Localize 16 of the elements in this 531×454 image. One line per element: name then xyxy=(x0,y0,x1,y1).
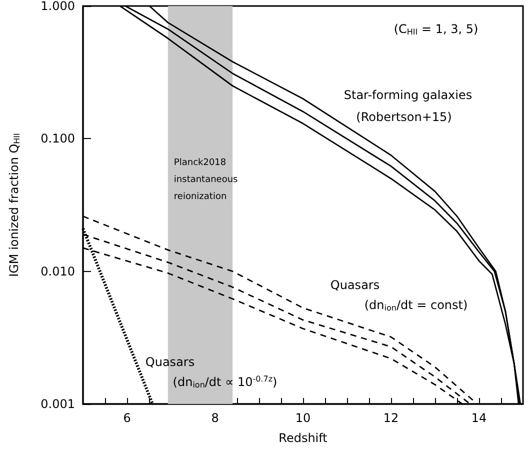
annotation: Quasars xyxy=(145,355,195,369)
x-tick-label: 10 xyxy=(295,411,311,425)
y-tick-label: 0.010 xyxy=(40,264,75,278)
y-tick-label: 0.001 xyxy=(40,397,75,411)
y-axis-title: IGM ionized fraction QHII xyxy=(7,133,22,277)
band-label: Planck2018 instantaneous reionization xyxy=(174,158,238,202)
annotation: Star-forming galaxies xyxy=(344,88,472,102)
annotation: (Robertson+15) xyxy=(356,110,452,124)
y-tick-label: 0.100 xyxy=(40,132,75,146)
annotation: Quasars xyxy=(330,278,380,292)
y-tick-label: 1.000 xyxy=(40,0,75,13)
x-tick-label: 12 xyxy=(383,411,399,425)
x-tick-label: 8 xyxy=(211,411,219,425)
x-tick-label: 14 xyxy=(471,411,487,425)
x-tick-label: 6 xyxy=(123,411,131,425)
x-axis-title: Redshift xyxy=(278,431,328,445)
